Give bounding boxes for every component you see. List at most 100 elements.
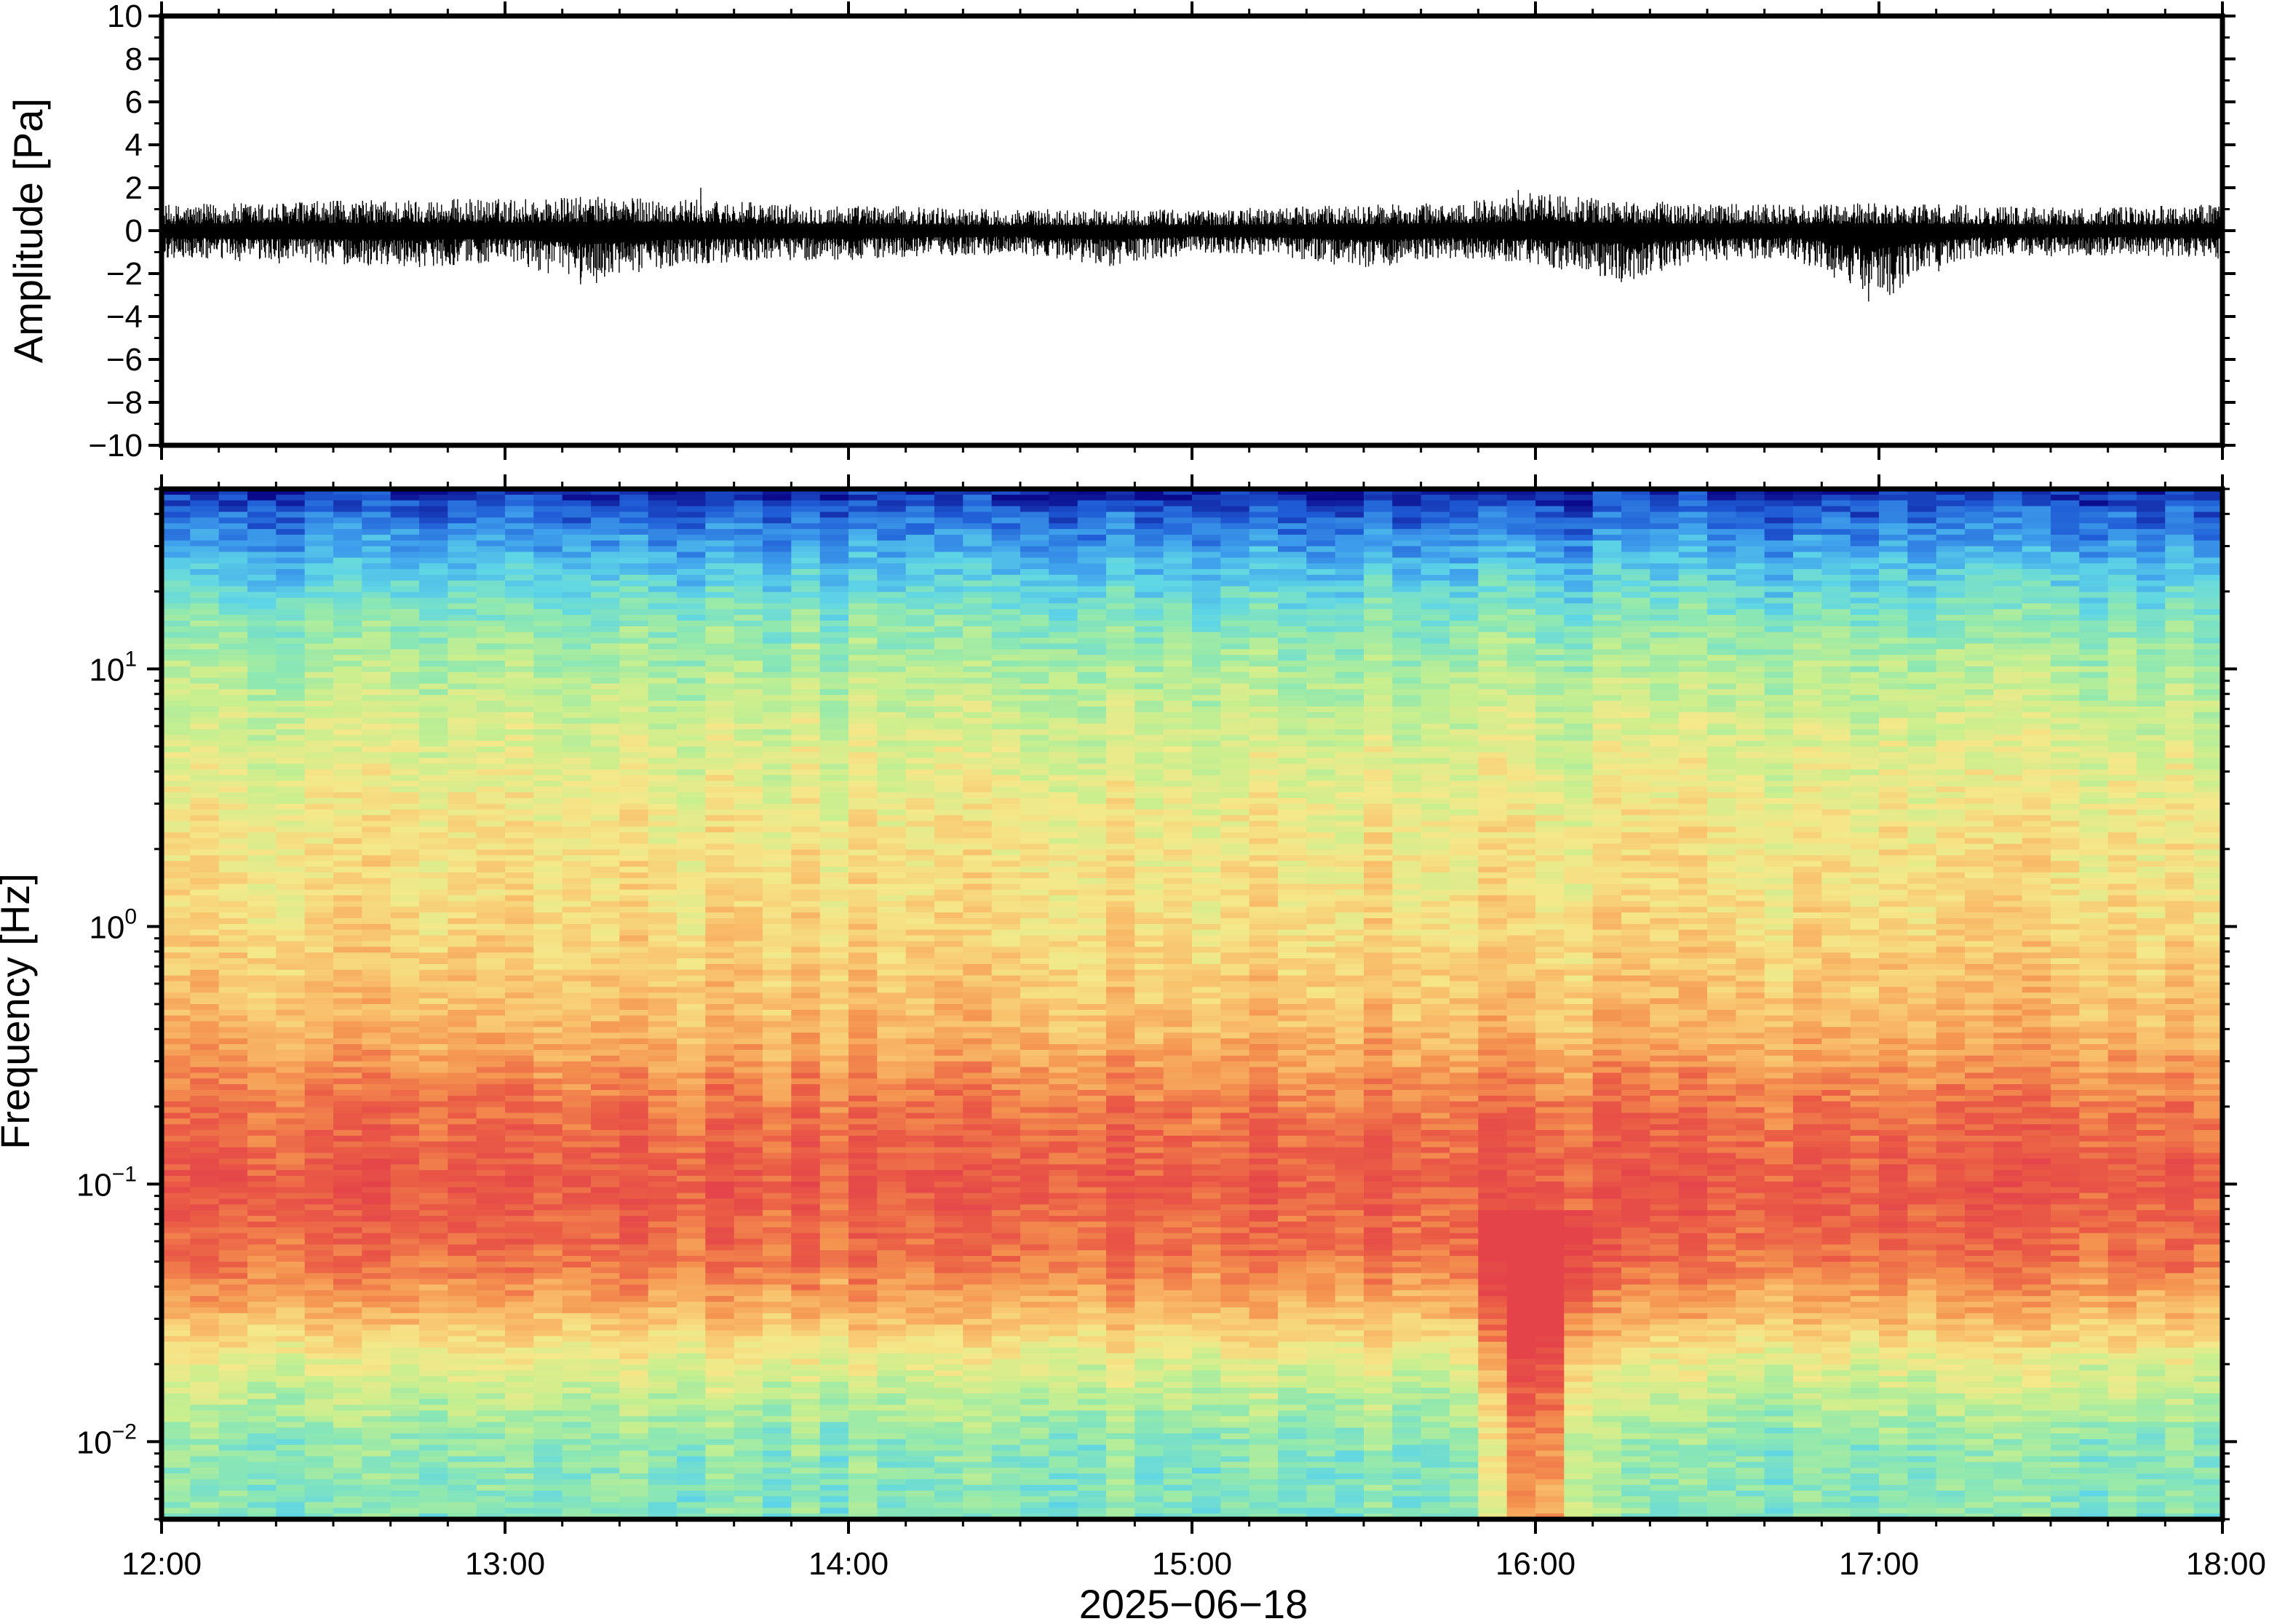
spectrogram-cell [705,563,735,570]
spectrogram-cell [763,872,792,879]
spectrogram-cell [190,557,220,565]
spectrogram-cell [448,1450,477,1457]
spectrogram-cell [476,1313,506,1320]
spectrogram-cell [190,603,220,610]
spectrogram-cell [333,1508,363,1514]
spectrogram-cell [734,655,763,661]
spectrogram-cell [162,929,191,936]
spectrogram-cell [218,1072,248,1080]
spectrogram-cell [562,1273,592,1280]
spectrogram-cell [362,1353,392,1360]
spectrogram-cell [247,1262,277,1268]
spectrogram-cell [877,1388,907,1394]
spectrogram-cell [905,1422,935,1428]
spectrogram-cell [819,649,849,656]
spectrogram-cell [533,1358,563,1366]
spectrogram-cell [362,981,392,988]
spectrogram-cell [419,1055,449,1062]
spectrogram-cell [562,815,592,822]
spectrogram-cell [619,723,649,731]
spectrogram-cell [533,1382,563,1388]
spectrogram-cell [218,637,248,645]
spectrogram-cell [905,494,935,501]
spectrogram-cell [276,1107,306,1114]
spectrogram-cell [877,958,907,965]
spectrogram-cell [591,998,621,1005]
spectrogram-cell [619,792,649,799]
spectrogram-cell [304,557,334,565]
spectrogram-cell [791,947,821,953]
spectrogram-cell [162,1456,191,1463]
spectrogram-cell [562,1204,592,1211]
spectrogram-cell [419,615,449,621]
spectrogram-cell [362,781,392,787]
spectrogram-cell [476,809,506,816]
spectrogram-cell [390,757,420,765]
spectrogram-cell [705,741,735,747]
spectrogram-cell [390,1112,420,1120]
spectrogram-cell [390,1330,420,1337]
spectrogram-cell [591,837,621,845]
spectrogram-cell [619,1462,649,1468]
spectrogram-cell [819,815,849,822]
spectrogram-cell [333,523,363,530]
spectrogram-cell [505,1072,535,1080]
spectrogram-cell [304,1153,334,1160]
spectrogram-cell [791,569,821,576]
spectrogram-cell [333,695,363,701]
spectrogram-cell [448,1118,477,1125]
spectrogram-cell [162,1302,191,1308]
spectrogram-cell [905,952,935,959]
spectrogram-cell [304,534,334,541]
spectrogram-cell [734,1090,763,1096]
spectrogram-cell [333,626,363,633]
spectrogram-cell [276,815,306,822]
spectrogram-cell [476,1187,506,1194]
spectrogram-cell [218,1348,248,1354]
spectrogram-cell [791,969,821,976]
spectrogram-cell [734,935,763,942]
spectrogram-cell [333,998,363,1005]
spectrogram-cell [905,1376,935,1382]
spectrogram-cell [877,992,907,999]
spectrogram-cell [476,649,506,656]
spectrogram-cell [448,1147,477,1154]
spectrogram-cell [734,723,763,731]
spectrogram-cell [591,877,621,885]
spectrogram-cell [562,1462,592,1468]
spectrogram-cell [304,907,334,913]
spectrogram-cell [218,712,248,719]
spectrogram-cell [390,512,420,519]
spectrogram-cell [791,637,821,645]
spectrogram-cell [162,1118,191,1125]
spectrogram-cell [533,923,563,931]
spectrogram-cell [476,1118,506,1125]
spectrogram-cell [619,849,649,856]
spectrogram-cell [648,1101,677,1108]
spectrogram-cell [791,1147,821,1154]
spectrogram-cell [333,632,363,639]
spectrogram-cell [648,666,677,673]
spectrogram-cell [763,494,792,501]
spectrogram-cell [905,1348,935,1354]
spectrogram-cell [763,655,792,661]
spectrogram-cell [390,1095,420,1102]
spectrogram-cell [562,1342,592,1348]
spectrogram-cell [304,1330,334,1337]
spectrogram-cell [619,963,649,971]
spectrogram-cell [476,540,506,547]
spectrogram-cell [533,1072,563,1080]
spectrogram-cell [476,872,506,879]
spectrogram-cell [905,1233,935,1240]
spectrogram-cell [562,1090,592,1096]
spectrogram-cell [905,603,935,610]
spectrogram-cell [190,735,220,741]
spectrogram-cell [734,1364,763,1372]
spectrogram-cell [877,1468,907,1474]
spectrogram-cell [705,1358,735,1366]
spectrogram-cell [591,1428,621,1434]
spectrogram-cell [591,872,621,879]
spectrogram-cell [247,1490,277,1497]
spectrogram-cell [533,1468,563,1474]
